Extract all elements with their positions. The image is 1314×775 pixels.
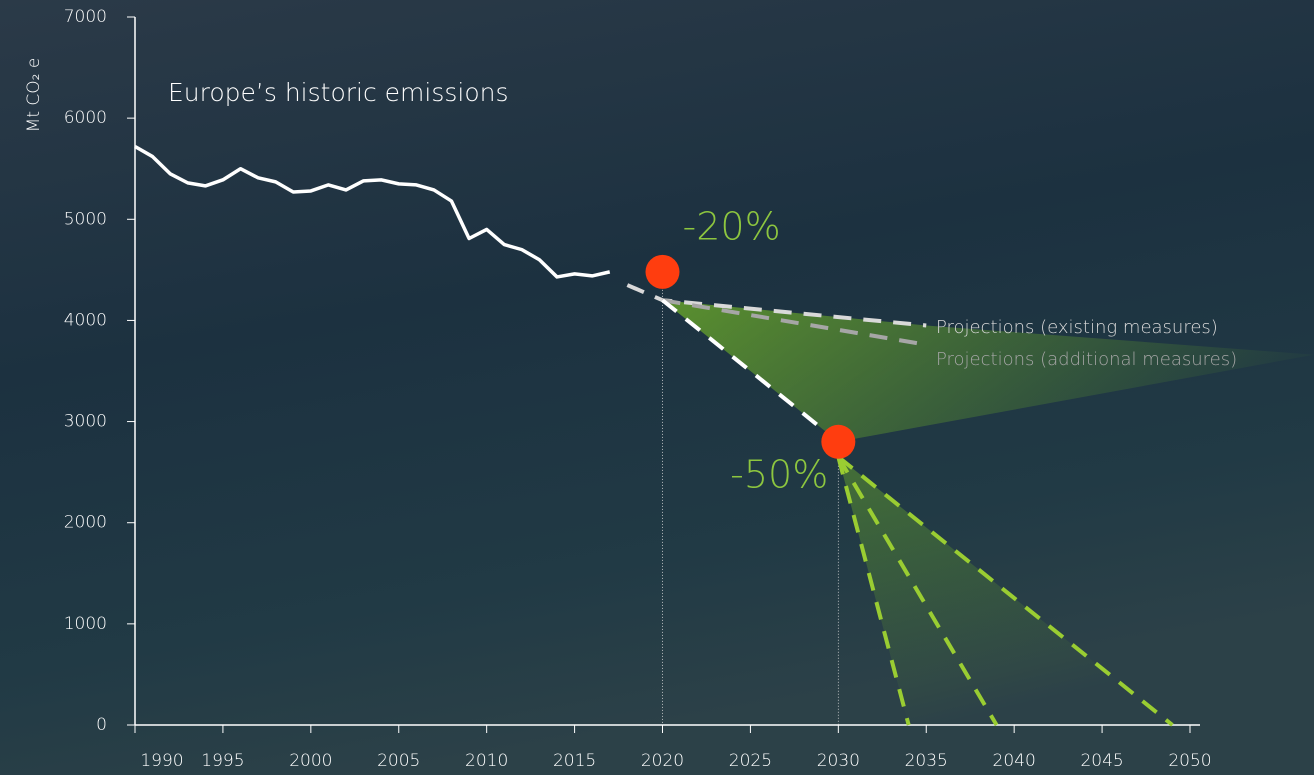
x-tick-label: 2005 xyxy=(377,751,420,771)
x-tick-label: 2030 xyxy=(817,751,860,771)
y-axis-label: Mt CO₂ e xyxy=(24,58,44,133)
target-label: -20% xyxy=(683,204,781,248)
dashed-line xyxy=(662,298,927,347)
x-tick-label: 2000 xyxy=(289,751,332,771)
y-tick-label: 7000 xyxy=(64,7,107,27)
y-tick-label: 0 xyxy=(96,715,107,735)
line xyxy=(134,144,611,279)
x-tick-label: 2035 xyxy=(905,751,948,771)
target-point xyxy=(821,424,856,459)
x-tick-label: 1995 xyxy=(201,751,244,771)
x-tick-label: 1990 xyxy=(140,751,183,771)
series-label: Europe’s historic emissions xyxy=(168,78,509,107)
x-tick-label: 2040 xyxy=(993,751,1036,771)
dashed-line xyxy=(836,455,999,727)
x-tick-label: 2010 xyxy=(465,751,508,771)
y-tick-label: 1000 xyxy=(64,614,107,634)
x-tick-label: 2045 xyxy=(1080,751,1123,771)
x-tick-label: 2050 xyxy=(1168,751,1211,771)
y-tick-label: 6000 xyxy=(64,108,107,128)
y-tick-label: 5000 xyxy=(64,209,107,229)
x-tick-label: 2015 xyxy=(553,751,596,771)
y-tick-label: 3000 xyxy=(64,412,107,432)
projection-area xyxy=(662,300,1314,442)
x-tick-label: 2025 xyxy=(729,751,772,771)
dashed-line xyxy=(661,298,840,444)
series-label: Projections (additional measures) xyxy=(936,349,1237,370)
target-point xyxy=(645,254,680,289)
y-tick-label: 4000 xyxy=(64,310,107,330)
x-tick-label: 2020 xyxy=(641,751,684,771)
series-label: Projections (existing measures) xyxy=(936,317,1218,338)
target-label: -50% xyxy=(730,452,828,496)
dashed-line xyxy=(837,455,1174,727)
dashed-line xyxy=(836,456,911,726)
y-tick-label: 2000 xyxy=(64,513,107,533)
